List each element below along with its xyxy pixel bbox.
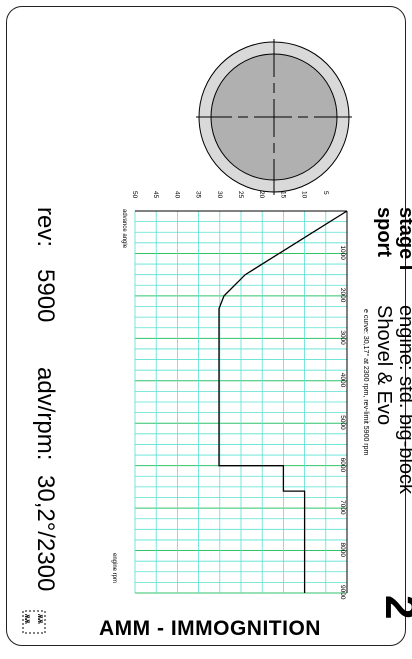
rotated-content: stage I sport engine: std. big-block Sho… [7,7,412,659]
y-tick-label: 45 [152,191,159,199]
y-tick-label: 20 [258,191,265,199]
rotor-diagram [196,39,352,195]
y-tick-label: 30 [216,191,223,199]
tick-labels: 1000 2000 3000 4000 5000 6000 7000 8000 9000 5 10 1… [131,191,346,600]
rev-value: 5900 [32,269,59,323]
svg-text:ѪѪ: ѪѪ [36,614,42,624]
x-tick-label: 2000 [339,288,346,303]
y-tick-label: 5 [322,191,329,195]
y-tick-label: 40 [173,191,180,199]
y-tick-label: 10 [301,191,308,199]
x-tick-label: 7000 [339,500,346,515]
x-tick-label: 8000 [339,543,346,558]
svg-text:ѪѪ: ѪѪ [23,614,29,624]
y-axis-label: advance angle [121,209,127,249]
advance-curve-chart: 1000 2000 3000 4000 5000 6000 7000 8000 9000 5 10 1… [111,191,348,600]
x-axis-label: engine rpm [111,553,117,583]
x-tick-label: 1000 [339,245,346,260]
adv-value: 30,2°/2300 [32,475,59,592]
x-tick-label: 4000 [339,373,346,388]
grid-lines [134,210,348,594]
x-tick-label: 6000 [339,458,346,473]
y-tick-label: 15 [279,191,286,199]
advance-curve-line [218,210,348,593]
brand-logo-icon: ѪѪ ѪѪ [22,610,46,634]
x-tick-label: 9000 [339,585,346,600]
rev-label: rev: [32,207,59,248]
y-tick-label: 25 [237,191,244,199]
ignition-curve-card: stage I sport engine: std. big-block Sho… [6,6,412,646]
adv-label: adv/rpm: [32,367,59,461]
x-tick-label: 3000 [339,330,346,345]
x-tick-label: 5000 [339,415,346,430]
y-tick-label: 50 [131,191,138,199]
brand-name: AMM - IMMOGNITION [99,617,321,640]
y-tick-label: 35 [195,191,202,199]
